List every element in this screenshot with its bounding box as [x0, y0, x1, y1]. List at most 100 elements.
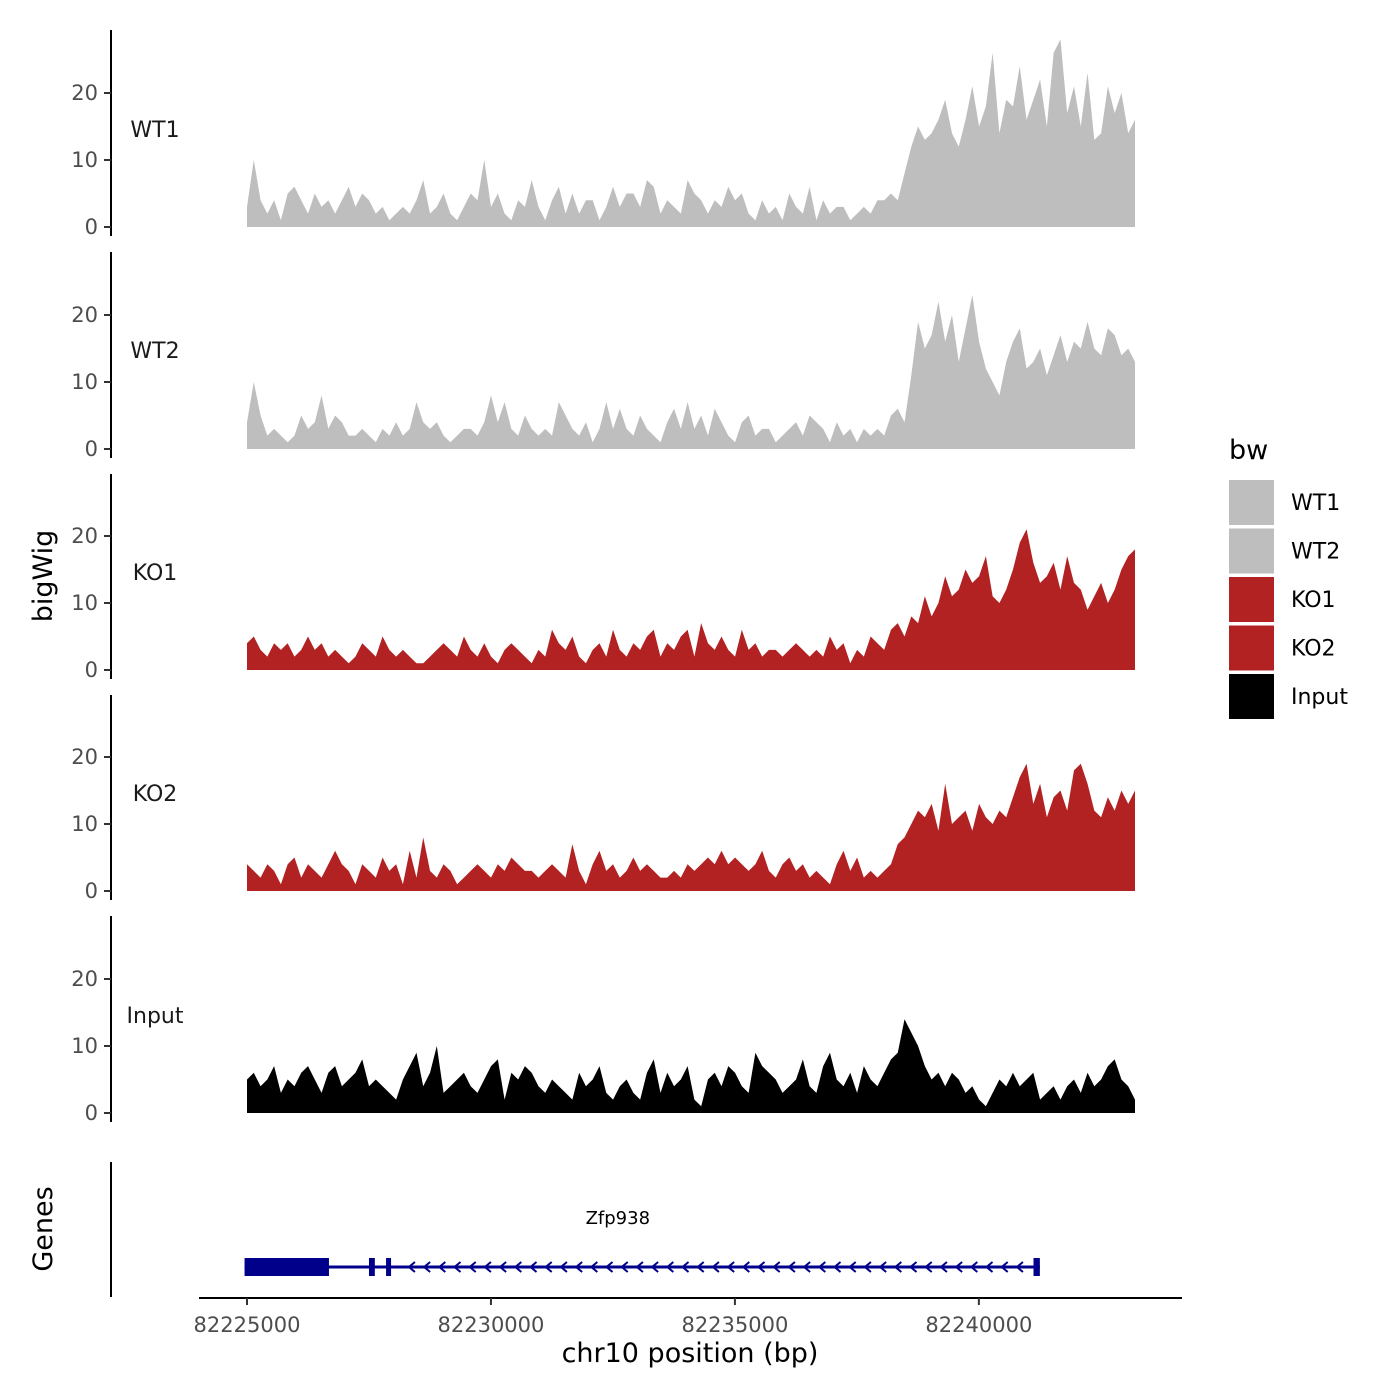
gene-strand-arrow	[696, 1261, 705, 1273]
legend-swatch	[1229, 674, 1274, 719]
x-tick-label: 82225000	[194, 1313, 301, 1337]
gene-strand-arrow	[589, 1261, 598, 1273]
gene-strand-arrow	[969, 1261, 978, 1273]
legend-swatch	[1229, 577, 1274, 622]
gene-strand-arrow	[954, 1261, 963, 1273]
y-axis-title: bigWig	[28, 530, 59, 623]
legend-entry-wt1: WT1	[1229, 480, 1340, 525]
gene-strand-arrow	[604, 1261, 614, 1273]
gene-strand-arrow	[939, 1261, 948, 1273]
gene-strand-arrow	[407, 1261, 416, 1273]
gene-strand-arrow	[544, 1261, 553, 1273]
gene-strand-arrow	[924, 1261, 933, 1273]
y-tick-label: 10	[71, 148, 98, 172]
gene-strand-arrow	[741, 1261, 750, 1273]
gene-strand-arrow	[680, 1261, 690, 1273]
gene-strand-arrow	[1000, 1261, 1009, 1273]
y-tick-label: 20	[71, 745, 98, 769]
genes-axis-title: Genes	[28, 1186, 59, 1271]
track-input: 0 10 20 Input	[71, 916, 1135, 1125]
y-tick-label: 20	[71, 303, 98, 327]
track-label: KO2	[133, 782, 178, 807]
gene-strand-arrow	[787, 1261, 796, 1273]
signal-area-wt2	[247, 294, 1135, 449]
signal-tracks: 0 10 20 WT1 0 10 20 WT2 0 10 20 KO1 0 10 20 KO2 0 10 20 Inp…	[71, 30, 1135, 1125]
y-tick-label: 0	[85, 658, 98, 682]
signal-area-ko2	[247, 763, 1135, 891]
gene-strand-arrow	[878, 1261, 887, 1273]
gene-strand-arrow	[848, 1261, 857, 1273]
signal-area-wt1	[247, 39, 1135, 228]
gene-strand-arrow	[635, 1261, 644, 1273]
legend-swatch	[1229, 625, 1274, 671]
legend-entry-wt2: WT2	[1229, 528, 1340, 574]
track-wt1: 0 10 20 WT1	[71, 30, 1135, 239]
x-axis: 82225000 82230000 82235000 82240000 chr10 p…	[194, 1297, 1182, 1369]
legend-label: WT2	[1291, 540, 1340, 565]
x-tick-label: 82240000	[925, 1313, 1032, 1337]
legend-entry-ko2: KO2	[1229, 625, 1336, 671]
gene-strand-arrow	[483, 1261, 492, 1273]
legend-entry-ko1: KO1	[1229, 577, 1336, 622]
y-tick-label: 10	[71, 591, 98, 615]
track-label: KO1	[133, 561, 178, 586]
y-tick-label: 20	[71, 524, 98, 548]
gene-exon	[244, 1258, 329, 1276]
gene-strand-arrow	[650, 1261, 659, 1273]
y-tick-label: 10	[71, 1034, 98, 1058]
gene-strand-arrow	[422, 1261, 431, 1273]
signal-area-input	[247, 1019, 1135, 1113]
gene-strand-arrow	[802, 1261, 811, 1273]
signal-area-ko1	[247, 529, 1135, 670]
gene-exon	[368, 1258, 375, 1276]
legend-title: bw	[1229, 435, 1268, 466]
gene-strand-arrow	[893, 1261, 902, 1273]
gene-strand-arrow	[863, 1261, 872, 1273]
y-tick-label: 0	[85, 437, 98, 461]
gene-strand-arrow	[665, 1261, 674, 1273]
gene-strand-arrow	[772, 1261, 781, 1273]
gene-strand-arrow	[468, 1261, 477, 1273]
gene-strand-arrow	[711, 1261, 720, 1273]
gene-strand-arrow	[726, 1261, 735, 1273]
track-wt2: 0 10 20 WT2	[71, 252, 1135, 461]
legend-entry-input: Input	[1229, 674, 1348, 719]
gene-strand-arrow	[832, 1261, 842, 1273]
y-tick-label: 0	[85, 1101, 98, 1125]
legend-label: WT1	[1291, 491, 1340, 516]
gene-strand-arrow	[1015, 1261, 1024, 1273]
x-tick-label: 82230000	[438, 1313, 545, 1337]
legend-label: KO1	[1291, 588, 1336, 613]
track-label: WT2	[130, 339, 179, 364]
gene-exon	[386, 1258, 392, 1276]
gene-strand-arrow	[513, 1261, 522, 1273]
gene-strand-arrow	[817, 1261, 826, 1273]
gene-strand-arrow	[908, 1261, 918, 1273]
legend-entries: WT1 WT2 KO1 KO2 Input	[1229, 480, 1348, 719]
track-ko2: 0 10 20 KO2	[71, 695, 1135, 903]
gene-strand-arrow	[437, 1261, 446, 1273]
y-tick-label: 20	[71, 967, 98, 991]
gene-name-label: Zfp938	[586, 1208, 650, 1229]
gene-strand-arrow	[528, 1261, 538, 1273]
legend: bw WT1 WT2 KO1 KO2 Input	[1229, 435, 1348, 719]
gene-strand-arrow	[498, 1261, 507, 1273]
y-tick-label: 0	[85, 215, 98, 239]
gene-exon	[1033, 1258, 1040, 1276]
x-tick-label: 82235000	[681, 1313, 788, 1337]
legend-label: Input	[1291, 685, 1348, 710]
legend-label: KO2	[1291, 637, 1336, 662]
gene-strand-arrow	[574, 1261, 583, 1273]
y-tick-label: 20	[71, 81, 98, 105]
legend-swatch	[1229, 528, 1274, 574]
gene-strand-arrow	[756, 1261, 766, 1273]
y-tick-label: 10	[71, 812, 98, 836]
gene-strand-arrow	[452, 1261, 462, 1273]
track-label: Input	[127, 1004, 184, 1029]
genes-panel: Genes Zfp938	[28, 1162, 1040, 1297]
gene-strand-arrow	[620, 1261, 629, 1273]
track-label: WT1	[130, 118, 179, 143]
gene-strand-arrow	[984, 1261, 994, 1273]
gene-strand-arrow	[559, 1261, 568, 1273]
